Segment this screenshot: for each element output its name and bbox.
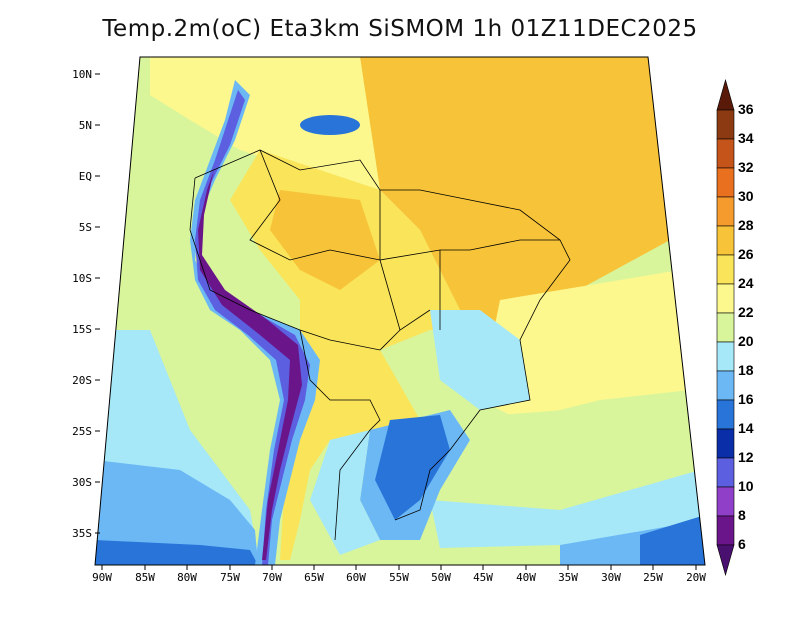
lat-label: 20S — [72, 374, 92, 387]
lon-label: 55W — [389, 571, 409, 584]
colorbar-segment — [716, 457, 735, 488]
lon-label: 30W — [601, 571, 621, 584]
colorbar-segment — [716, 225, 735, 256]
colorbar-segment — [716, 196, 735, 227]
map-title: Temp.2m(oC) Eta3km SiSMOM 1h 01Z11DEC202… — [102, 16, 698, 42]
lon-label: 85W — [135, 571, 155, 584]
lon-label: 70W — [262, 571, 282, 584]
lat-label: 25S — [72, 425, 92, 438]
lon-label: 80W — [177, 571, 197, 584]
latitude-axis: 10N 5N EQ 5S 10S 15S 20S 25S 30S 35S — [72, 68, 100, 540]
longitude-axis: 90W 85W 80W 75W 70W 65W 60W 55W 50W 45W … — [92, 565, 706, 584]
colorbar-label: 32 — [738, 159, 754, 175]
colorbar-label: 8 — [738, 507, 746, 523]
colorbar-segment — [716, 399, 735, 430]
colorbar-segment — [716, 78, 735, 111]
colorbar-label: 22 — [738, 304, 754, 320]
country-borders — [189, 149, 571, 541]
lat-label: EQ — [79, 170, 92, 183]
lon-label: 45W — [473, 571, 493, 584]
lon-label: 40W — [516, 571, 536, 584]
lat-label: 35S — [72, 527, 92, 540]
colorbar-label: 26 — [738, 246, 754, 262]
lat-label: 10S — [72, 272, 92, 285]
colorbar-segment — [716, 544, 735, 577]
lon-label: 50W — [431, 571, 451, 584]
lat-label: 10N — [72, 68, 92, 81]
colorbar-segment — [716, 341, 735, 372]
colorbar-label: 10 — [738, 478, 754, 494]
colorbar-label: 28 — [738, 217, 754, 233]
colorbar-label: 24 — [738, 275, 754, 291]
colorbar-segment — [716, 312, 735, 343]
colorbar-segment — [716, 428, 735, 459]
map-frame — [94, 56, 706, 566]
colorbar-segments — [716, 78, 735, 577]
colorbar-label: 30 — [738, 188, 754, 204]
colorbar-label: 16 — [738, 391, 754, 407]
colorbar-segment — [716, 515, 735, 546]
colorbar-legend: 36 34 32 30 28 26 24 22 20 18 16 14 12 1… — [716, 78, 754, 577]
colorbar-label: 14 — [738, 420, 754, 436]
colorbar-label: 18 — [738, 362, 754, 378]
lon-label: 60W — [346, 571, 366, 584]
lon-label: 90W — [92, 571, 112, 584]
lon-label: 35W — [558, 571, 578, 584]
colorbar-segment — [716, 283, 735, 314]
lat-label: 15S — [72, 323, 92, 336]
lon-label: 25W — [643, 571, 663, 584]
colorbar-segment — [716, 370, 735, 401]
lon-label: 65W — [304, 571, 324, 584]
lon-label: 20W — [686, 571, 706, 584]
colorbar-segment — [716, 254, 735, 285]
colorbar-label: 34 — [738, 130, 754, 146]
colorbar-label: 12 — [738, 449, 754, 465]
lon-label: 75W — [220, 571, 240, 584]
colorbar-label: 6 — [738, 536, 746, 552]
lat-label: 5N — [79, 119, 92, 132]
colorbar-segment — [716, 486, 735, 517]
colorbar-segment — [716, 138, 735, 169]
lat-label: 30S — [72, 476, 92, 489]
lat-label: 5S — [79, 221, 92, 234]
colorbar-label: 36 — [738, 101, 754, 117]
colorbar-label: 20 — [738, 333, 754, 349]
colorbar-segment — [716, 167, 735, 198]
colorbar-segment — [716, 109, 735, 140]
temperature-map — [95, 57, 705, 565]
